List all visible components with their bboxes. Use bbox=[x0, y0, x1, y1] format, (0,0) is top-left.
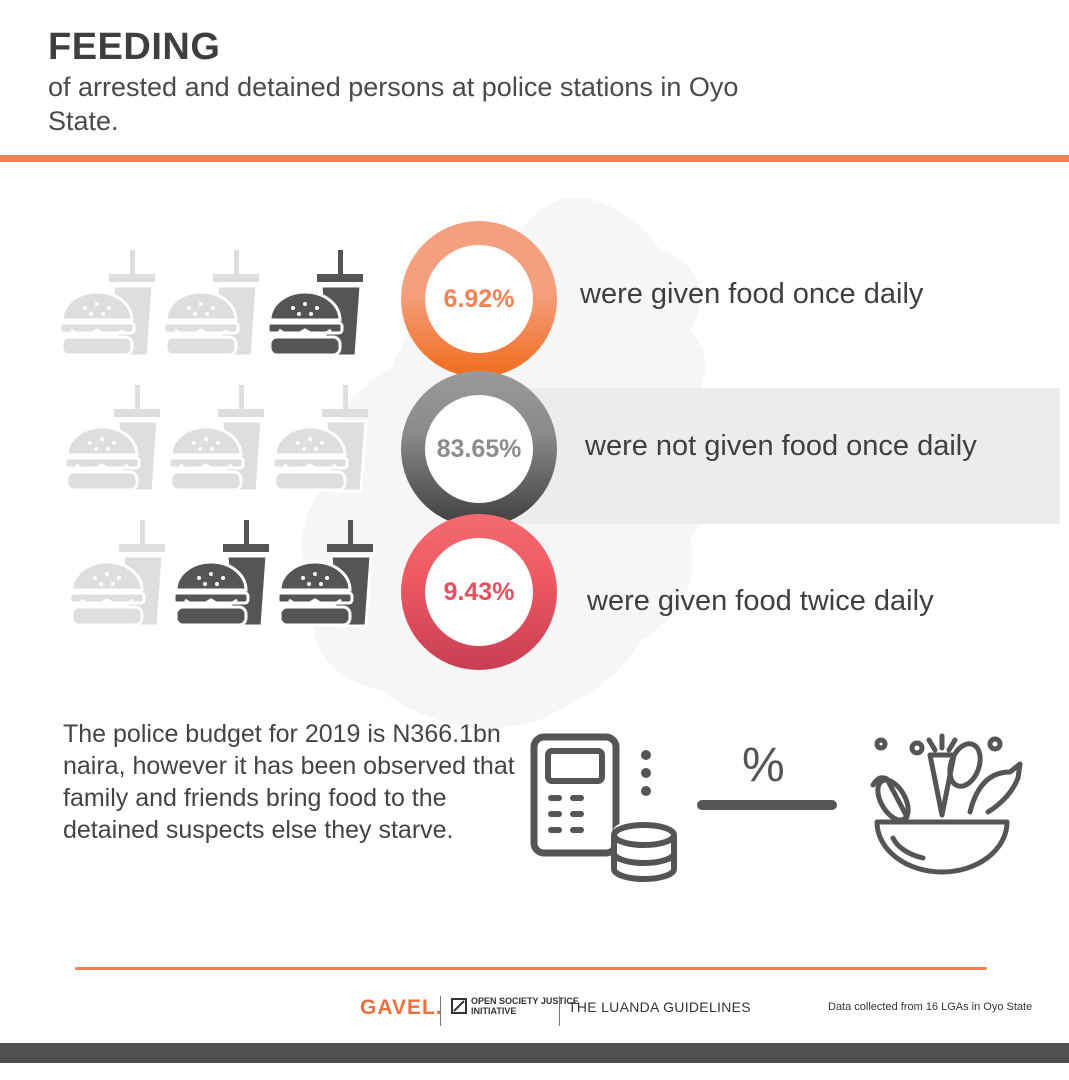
meal-icon bbox=[276, 520, 373, 628]
data-note: Data collected from 16 LGAs in Oyo State bbox=[828, 1001, 1033, 1013]
meal-icon bbox=[58, 250, 155, 358]
footer-separator bbox=[440, 996, 441, 1026]
meal-icon bbox=[172, 520, 269, 628]
stat-label-twice: were given food twice daily bbox=[587, 585, 934, 617]
page-subtitle: of arrested and detained persons at poli… bbox=[48, 72, 739, 136]
osji-mark-icon bbox=[451, 998, 467, 1014]
percent-symbol: % bbox=[742, 739, 785, 792]
meal-icon bbox=[266, 250, 363, 358]
stat-value-once: 6.92% bbox=[425, 245, 533, 353]
stat-value-twice: 9.43% bbox=[425, 538, 533, 646]
footer-divider bbox=[75, 967, 987, 970]
gavel-logo: GAVEL. bbox=[360, 996, 443, 1019]
stat-label-not-once: were not given food once daily bbox=[585, 430, 977, 462]
footer-separator-2 bbox=[559, 996, 560, 1026]
osji-logo: OPEN SOCIETY JUSTICE INITIATIVE bbox=[451, 996, 581, 1016]
highlight-band bbox=[470, 388, 1060, 524]
meal-icon bbox=[271, 385, 368, 493]
stat-ring-once: 6.92% bbox=[401, 221, 557, 377]
meal-icon bbox=[63, 385, 160, 493]
meal-icon bbox=[162, 250, 259, 358]
stat-ring-not-once: 83.65% bbox=[401, 371, 557, 527]
osji-text: OPEN SOCIETY JUSTICE INITIATIVE bbox=[471, 996, 579, 1016]
stat-value-not-once: 83.65% bbox=[425, 395, 533, 503]
header-divider bbox=[0, 155, 1069, 162]
stat-label-once: were given food once daily bbox=[580, 278, 924, 310]
calculator-coins-icon bbox=[530, 733, 677, 882]
divider-line bbox=[697, 800, 837, 810]
bottom-bar bbox=[0, 1043, 1069, 1063]
stat-ring-twice: 9.43% bbox=[401, 514, 557, 670]
meal-icon bbox=[68, 520, 165, 628]
food-bowl-icon bbox=[870, 733, 1023, 875]
luanda-guidelines: THE LUANDA GUIDELINES bbox=[568, 999, 751, 1015]
budget-text: The police budget for 2019 is N366.1bn n… bbox=[63, 720, 515, 844]
page-title: FEEDING bbox=[48, 26, 221, 68]
meal-icon bbox=[167, 385, 264, 493]
